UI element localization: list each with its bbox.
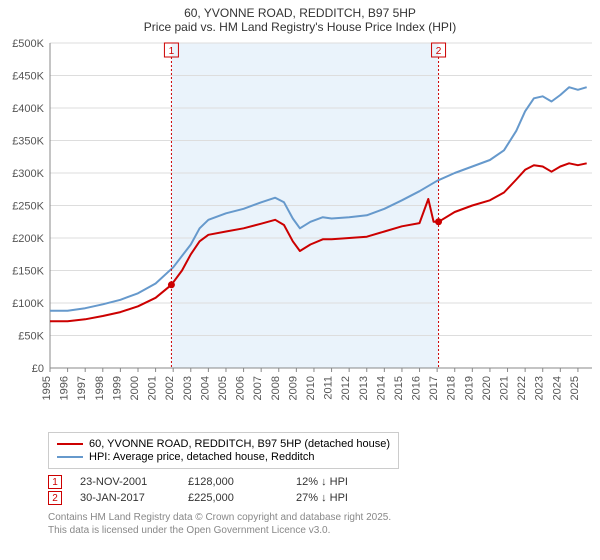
svg-text:2005: 2005 bbox=[217, 376, 229, 400]
attribution-line: Contains HM Land Registry data © Crown c… bbox=[48, 511, 592, 524]
svg-text:2025: 2025 bbox=[569, 376, 581, 400]
sales-row: 2 30-JAN-2017 £225,000 27% ↓ HPI bbox=[48, 491, 592, 505]
svg-text:1998: 1998 bbox=[94, 376, 106, 400]
svg-text:2004: 2004 bbox=[199, 376, 211, 400]
legend-item: HPI: Average price, detached house, Redd… bbox=[57, 451, 390, 463]
sale-price: £128,000 bbox=[188, 476, 278, 488]
svg-text:£100K: £100K bbox=[12, 298, 44, 310]
legend-item: 60, YVONNE ROAD, REDDITCH, B97 5HP (deta… bbox=[57, 438, 390, 450]
title-line2: Price paid vs. HM Land Registry's House … bbox=[0, 20, 600, 34]
svg-text:2021: 2021 bbox=[499, 376, 511, 400]
svg-text:2009: 2009 bbox=[287, 376, 299, 400]
svg-text:2017: 2017 bbox=[428, 376, 440, 400]
svg-text:2001: 2001 bbox=[147, 376, 159, 400]
svg-text:2018: 2018 bbox=[446, 376, 458, 400]
sale-price: £225,000 bbox=[188, 492, 278, 504]
svg-text:£400K: £400K bbox=[12, 103, 44, 115]
svg-text:2010: 2010 bbox=[305, 376, 317, 400]
svg-text:£300K: £300K bbox=[12, 168, 44, 180]
svg-text:£200K: £200K bbox=[12, 233, 44, 245]
svg-text:2020: 2020 bbox=[481, 376, 493, 400]
svg-text:2016: 2016 bbox=[411, 376, 423, 400]
title-line1: 60, YVONNE ROAD, REDDITCH, B97 5HP bbox=[0, 6, 600, 20]
legend-label: 60, YVONNE ROAD, REDDITCH, B97 5HP (deta… bbox=[89, 438, 390, 450]
svg-text:1997: 1997 bbox=[76, 376, 88, 400]
sale-marker-badge: 1 bbox=[48, 475, 62, 489]
svg-text:2002: 2002 bbox=[164, 376, 176, 400]
sale-delta: 27% ↓ HPI bbox=[296, 492, 386, 504]
svg-text:£250K: £250K bbox=[12, 201, 44, 213]
svg-text:2015: 2015 bbox=[393, 376, 405, 400]
svg-text:£150K: £150K bbox=[12, 266, 44, 278]
svg-text:1999: 1999 bbox=[111, 376, 123, 400]
svg-text:2014: 2014 bbox=[375, 376, 387, 400]
sale-delta: 12% ↓ HPI bbox=[296, 476, 386, 488]
sale-marker-badge: 2 bbox=[48, 491, 62, 505]
svg-text:2023: 2023 bbox=[534, 376, 546, 400]
svg-text:2006: 2006 bbox=[235, 376, 247, 400]
svg-text:2007: 2007 bbox=[252, 376, 264, 400]
svg-text:1996: 1996 bbox=[59, 376, 71, 400]
svg-text:2000: 2000 bbox=[129, 376, 141, 400]
svg-text:2008: 2008 bbox=[270, 376, 282, 400]
svg-text:2022: 2022 bbox=[516, 376, 528, 400]
svg-text:1: 1 bbox=[169, 46, 175, 57]
legend-swatch bbox=[57, 443, 83, 445]
svg-text:2012: 2012 bbox=[340, 376, 352, 400]
svg-text:2013: 2013 bbox=[358, 376, 370, 400]
legend-label: HPI: Average price, detached house, Redd… bbox=[89, 451, 314, 463]
attribution: Contains HM Land Registry data © Crown c… bbox=[48, 511, 592, 537]
sales-table: 1 23-NOV-2001 £128,000 12% ↓ HPI 2 30-JA… bbox=[48, 475, 592, 505]
svg-text:£350K: £350K bbox=[12, 136, 44, 148]
svg-text:1995: 1995 bbox=[41, 376, 53, 400]
attribution-line: This data is licensed under the Open Gov… bbox=[48, 524, 592, 537]
chart-svg: £0 £50K £100K £150K £200K £250K £300K £350K £400… bbox=[0, 38, 600, 428]
chart-title: 60, YVONNE ROAD, REDDITCH, B97 5HP Price… bbox=[0, 0, 600, 38]
legend: 60, YVONNE ROAD, REDDITCH, B97 5HP (deta… bbox=[48, 432, 399, 469]
svg-text:£0: £0 bbox=[32, 363, 44, 375]
sale-date: 30-JAN-2017 bbox=[80, 492, 170, 504]
svg-text:2003: 2003 bbox=[182, 376, 194, 400]
svg-text:£450K: £450K bbox=[12, 71, 44, 83]
svg-text:2011: 2011 bbox=[323, 376, 335, 400]
sale-date: 23-NOV-2001 bbox=[80, 476, 170, 488]
legend-swatch bbox=[57, 456, 83, 458]
svg-text:£50K: £50K bbox=[18, 331, 44, 343]
sales-row: 1 23-NOV-2001 £128,000 12% ↓ HPI bbox=[48, 475, 592, 489]
chart-area: £0 £50K £100K £150K £200K £250K £300K £350K £400… bbox=[0, 38, 600, 428]
svg-text:2024: 2024 bbox=[551, 376, 563, 400]
svg-text:2019: 2019 bbox=[463, 376, 475, 400]
svg-text:£500K: £500K bbox=[12, 38, 44, 50]
svg-text:2: 2 bbox=[436, 46, 442, 57]
